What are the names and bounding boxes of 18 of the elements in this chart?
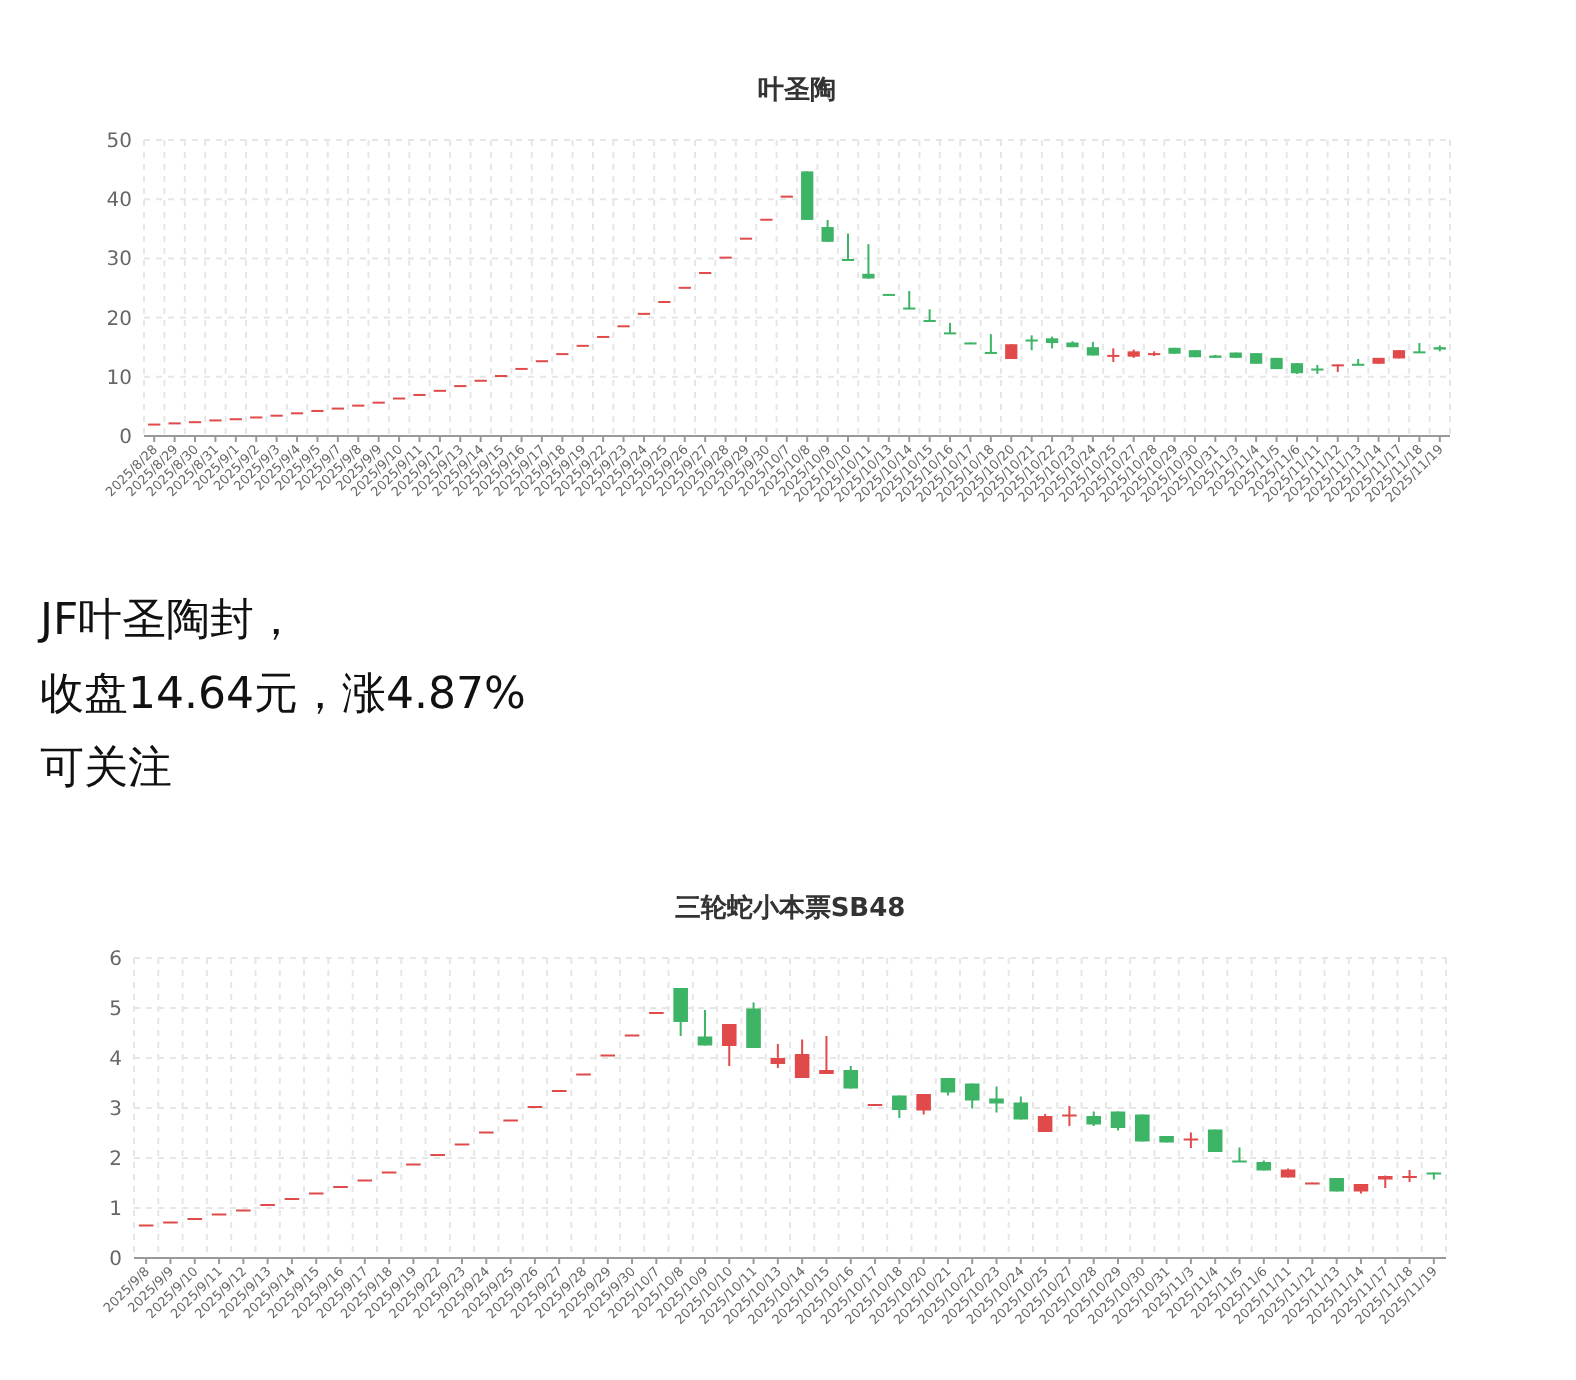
- y-tick-label: 50: [106, 131, 132, 153]
- text: JF叶圣陶封，: [40, 594, 301, 650]
- y-tick-label: 40: [106, 190, 132, 213]
- y-tick-label: 1: [109, 1199, 122, 1221]
- y-tick-label: 10: [106, 367, 132, 390]
- text: 收盘14.64元，涨4.87%: [40, 668, 526, 724]
- chart-title: 叶圣陶: [758, 76, 836, 106]
- y-tick-label: 20: [106, 308, 132, 331]
- y-tick-label: 30: [106, 249, 132, 272]
- y-tick-label: 0: [119, 427, 132, 449]
- text: 可关注: [40, 742, 174, 798]
- y-tick-label: 3: [109, 1099, 122, 1121]
- y-tick-label: 4: [109, 1049, 122, 1071]
- y-tick-label: 5: [109, 999, 122, 1021]
- y-tick-label: 2: [109, 1149, 122, 1171]
- y-tick-label: 0: [109, 1249, 122, 1271]
- y-tick-label: 6: [109, 949, 122, 971]
- chart-title: 三轮蛇小本票SB48: [674, 892, 906, 924]
